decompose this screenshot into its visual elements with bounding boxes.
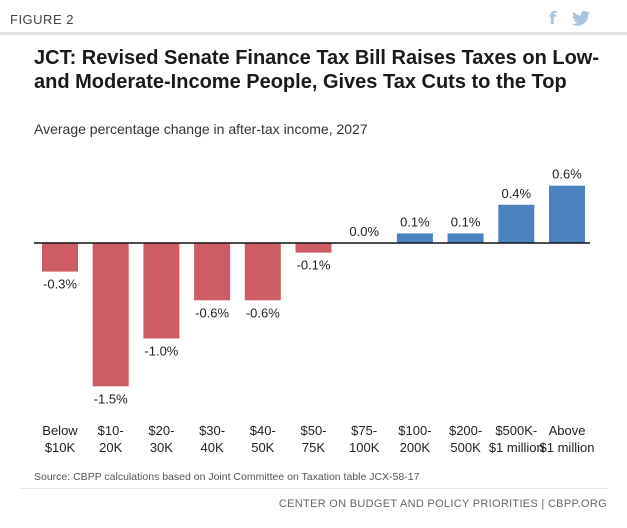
bar-5: [295, 243, 332, 253]
category-label-9-0: $500K-: [495, 423, 537, 438]
bar-chart: -0.3% Below $10K -1.5% $10- 20K -1.0% $20- 30K -0…: [34, 167, 595, 455]
category-label-0-1: $10K: [45, 440, 76, 455]
category-label-5-1: 75K: [302, 440, 325, 455]
category-label-1-0: $10-: [98, 423, 124, 438]
bar-2: [143, 243, 180, 339]
bar-10: [549, 185, 585, 243]
data-label-2: -1.0%: [144, 344, 178, 359]
category-label-5-0: $50-: [300, 423, 326, 438]
category-label-3-0: $30-: [199, 423, 225, 438]
bar-4: [244, 243, 281, 301]
category-label-10-0: Above: [549, 423, 586, 438]
data-label-7: 0.1%: [400, 214, 430, 229]
category-label-8-0: $200-: [449, 423, 482, 438]
bottom-divider: [20, 488, 608, 489]
category-label-4-1: 50K: [251, 440, 274, 455]
chart-subtitle: Average percentage change in after-tax i…: [34, 121, 368, 137]
data-label-1: -1.5%: [94, 391, 128, 406]
figure-label: FIGURE 2: [10, 12, 74, 27]
top-divider: [0, 32, 627, 35]
category-label-6-0: $75-: [351, 423, 377, 438]
category-label-2-0: $20-: [148, 423, 174, 438]
category-label-4-0: $40-: [250, 423, 276, 438]
category-label-2-1: 30K: [150, 440, 173, 455]
category-label-7-0: $100-: [398, 423, 431, 438]
twitter-share-icon[interactable]: [572, 9, 590, 28]
data-label-4: -0.6%: [246, 305, 280, 320]
bar-7: [396, 233, 433, 243]
bar-8: [447, 233, 484, 243]
data-label-9: 0.4%: [501, 186, 531, 201]
bar-1: [92, 243, 129, 387]
category-label-3-1: 40K: [201, 440, 224, 455]
category-label-0-0: Below: [42, 423, 78, 438]
footer-credit: CENTER ON BUDGET AND POLICY PRIORITIES |…: [278, 498, 607, 510]
category-label-1-1: 20K: [99, 440, 122, 455]
category-label-6-1: 100K: [349, 440, 380, 455]
category-label-8-1: 500K: [450, 440, 481, 455]
data-label-10: 0.6%: [552, 167, 582, 182]
data-label-8: 0.1%: [451, 214, 481, 229]
data-label-6: 0.0%: [349, 224, 379, 239]
bar-0: [42, 243, 78, 272]
facebook-share-icon[interactable]: f: [549, 9, 557, 29]
data-label-0: -0.3%: [43, 277, 77, 292]
category-label-7-1: 200K: [400, 440, 431, 455]
category-label-10-1: $1 million: [540, 440, 595, 455]
data-label-5: -0.1%: [297, 258, 331, 273]
category-label-9-1: $1 million: [489, 440, 544, 455]
chart-title: JCT: Revised Senate Finance Tax Bill Rai…: [34, 47, 599, 93]
bar-9: [498, 204, 535, 243]
data-label-3: -0.6%: [195, 305, 229, 320]
bar-3: [194, 243, 231, 301]
source-note: Source: CBPP calculations based on Joint…: [34, 471, 420, 483]
